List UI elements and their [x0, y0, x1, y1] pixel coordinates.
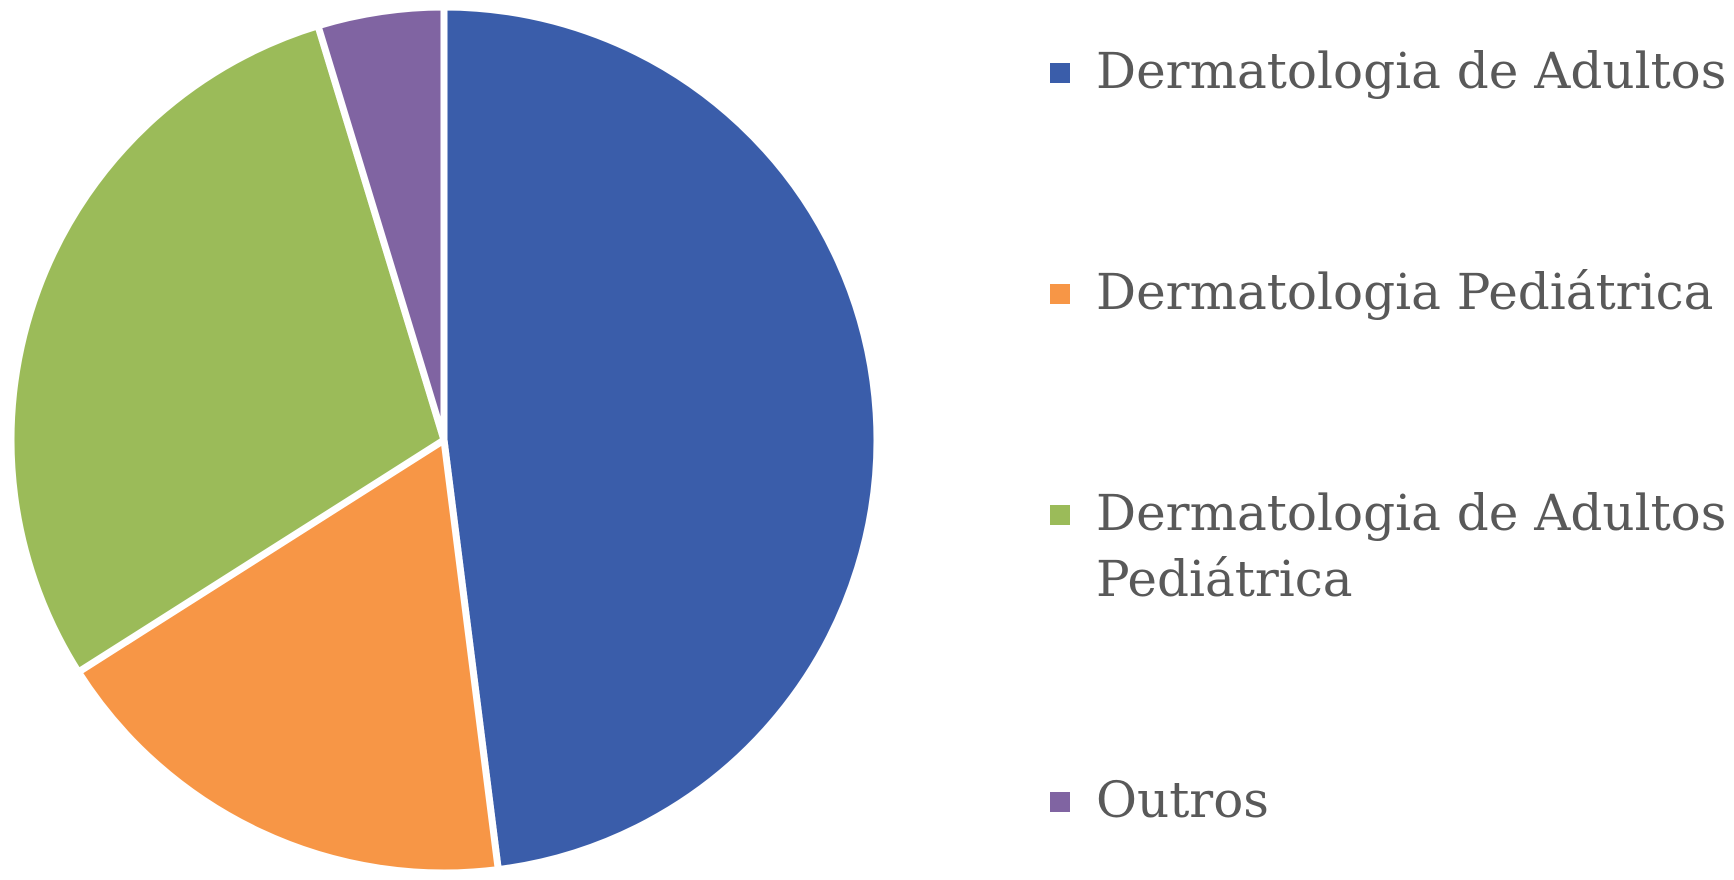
pie-slice-adultos-e-pediatrica: [7, 22, 448, 676]
legend-label-adultos-e-pediatrica-line2: Pediátrica: [1096, 550, 1353, 608]
legend-item-pediatrica: Dermatologia Pediátrica: [1050, 259, 1734, 325]
chart-legend: Dermatologia de Adultos Dermatologia Ped…: [1050, 38, 1734, 833]
pie-slice-adultos: [440, 3, 881, 874]
pie-slice-outros: [314, 3, 448, 444]
legend-swatch-adultos-e-pediatrica: [1050, 505, 1070, 525]
legend-label-adultos-e-pediatrica-line1: Dermatologia de Adultos e: [1096, 484, 1734, 542]
legend-label-adultos: Dermatologia de Adultos: [1096, 42, 1727, 100]
pie-slice-pediatrica: [74, 436, 502, 877]
legend-label-pediatrica: Dermatologia Pediátrica: [1096, 263, 1714, 321]
legend-item-outros: Outros: [1050, 767, 1734, 833]
legend-label-outros: Outros: [1096, 771, 1269, 829]
legend-item-adultos: Dermatologia de Adultos: [1050, 38, 1734, 104]
legend-swatch-outros: [1050, 792, 1070, 812]
legend-swatch-adultos: [1050, 63, 1070, 83]
legend-item-adultos-e-pediatrica: Dermatologia de Adultos e Pediátrica: [1050, 480, 1734, 612]
legend-swatch-pediatrica: [1050, 284, 1070, 304]
pie-chart: [7, 3, 881, 877]
